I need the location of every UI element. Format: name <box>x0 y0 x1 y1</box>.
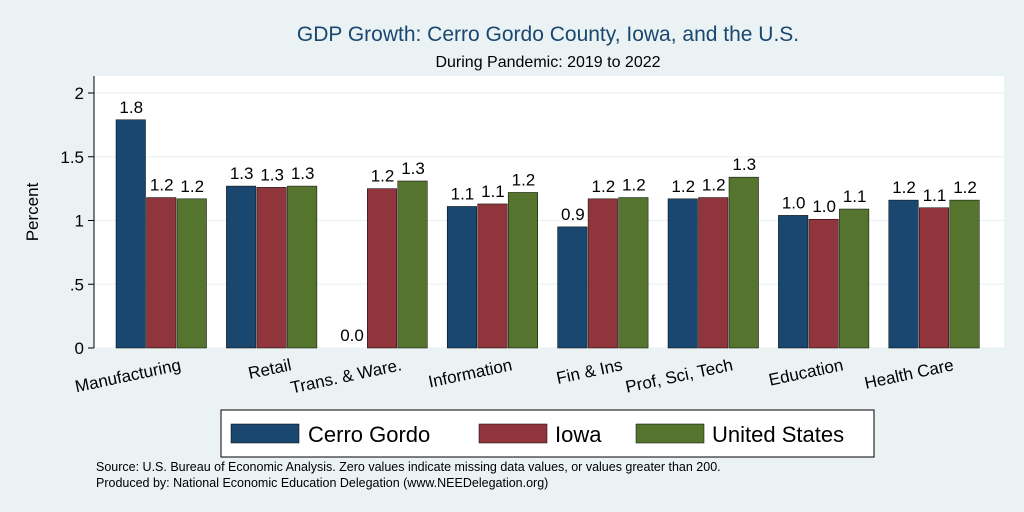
bar-value-label: 1.2 <box>953 178 977 197</box>
x-tick-label: Prof, Sci, Tech <box>624 355 735 396</box>
x-tick-label: Fin & Ins <box>555 355 625 388</box>
chart-title: GDP Growth: Cerro Gordo County, Iowa, an… <box>297 23 799 46</box>
bar-value-label: 1.3 <box>260 165 284 184</box>
bar-value-label: 1.1 <box>481 182 505 201</box>
bar-value-label: 1.2 <box>512 170 536 189</box>
bar-iowa <box>257 187 287 348</box>
bar-iowa <box>699 198 729 348</box>
bar-united-states <box>839 209 869 348</box>
bar-united-states <box>950 200 980 348</box>
x-tick-label: Education <box>767 355 845 389</box>
legend-swatch <box>231 424 299 443</box>
bar-value-label: 0.9 <box>561 205 585 224</box>
bar-value-label: 1.0 <box>782 193 806 212</box>
y-tick-label: .5 <box>70 275 84 294</box>
bar-value-label: 1.3 <box>732 155 756 174</box>
bar-united-states <box>177 199 207 348</box>
legend: Cerro Gordo Iowa United States <box>231 422 844 447</box>
bar-iowa <box>147 198 177 348</box>
x-tick-label: Manufacturing <box>73 355 182 396</box>
bar-united-states <box>729 177 759 348</box>
bar-value-label: 1.2 <box>371 167 395 186</box>
bar-iowa <box>478 204 508 348</box>
bar-united-states <box>508 192 538 348</box>
x-tick-label: Health Care <box>863 355 956 392</box>
bar-cerro-gordo <box>558 227 588 348</box>
bar-value-label: 1.8 <box>119 98 143 117</box>
bar-value-label: 1.2 <box>180 177 204 196</box>
bar-united-states <box>398 181 428 348</box>
bar-value-label: 1.2 <box>150 176 174 195</box>
legend-label: United States <box>712 422 844 447</box>
y-tick-label: 0 <box>75 339 84 358</box>
source-note: Source: U.S. Bureau of Economic Analysis… <box>96 460 721 474</box>
bar-cerro-gordo <box>116 120 146 348</box>
legend-label: Iowa <box>555 422 602 447</box>
bar-value-label: 1.3 <box>401 159 425 178</box>
bar-value-label: 1.1 <box>923 186 947 205</box>
y-axis: 0 .5 1 1.5 2 <box>60 76 94 358</box>
bar-value-label: 1.0 <box>812 197 836 216</box>
bar-united-states <box>287 186 317 348</box>
chart: GDP Growth: Cerro Gordo County, Iowa, an… <box>0 0 1024 512</box>
legend-label: Cerro Gordo <box>308 422 430 447</box>
legend-swatch <box>636 424 704 443</box>
bar-cerro-gordo <box>447 206 477 348</box>
y-axis-label: Percent <box>23 182 42 241</box>
legend-swatch <box>479 424 547 443</box>
bar-value-label: 1.2 <box>592 177 616 196</box>
bar-cerro-gordo <box>226 186 256 348</box>
bar-iowa <box>809 219 839 348</box>
y-tick-label: 1 <box>75 212 84 231</box>
bar-iowa <box>367 189 397 348</box>
x-tick-label: Trans. & Ware. <box>289 355 404 397</box>
bar-value-label: 1.2 <box>702 176 726 195</box>
bar-iowa <box>588 199 618 348</box>
bar-value-label: 1.1 <box>451 184 475 203</box>
bar-value-label: 1.2 <box>671 177 695 196</box>
bar-value-label: 1.2 <box>622 176 646 195</box>
bar-value-label: 1.3 <box>230 164 254 183</box>
bar-cerro-gordo <box>778 215 808 348</box>
bar-united-states <box>619 198 649 348</box>
bar-value-label: 0.0 <box>340 326 364 345</box>
chart-subtitle: During Pandemic: 2019 to 2022 <box>435 54 660 71</box>
bar-value-label: 1.2 <box>892 178 916 197</box>
x-tick-label: Information <box>427 355 514 391</box>
x-tick-label: Retail <box>247 355 293 383</box>
bar-value-label: 1.3 <box>291 164 315 183</box>
y-tick-label: 2 <box>75 84 84 103</box>
bar-cerro-gordo <box>668 199 698 348</box>
bar-cerro-gordo <box>889 200 919 348</box>
bar-iowa <box>919 208 949 348</box>
y-tick-label: 1.5 <box>60 148 84 167</box>
produced-by-note: Produced by: National Economic Education… <box>96 476 548 490</box>
bar-value-label: 1.1 <box>843 187 867 206</box>
